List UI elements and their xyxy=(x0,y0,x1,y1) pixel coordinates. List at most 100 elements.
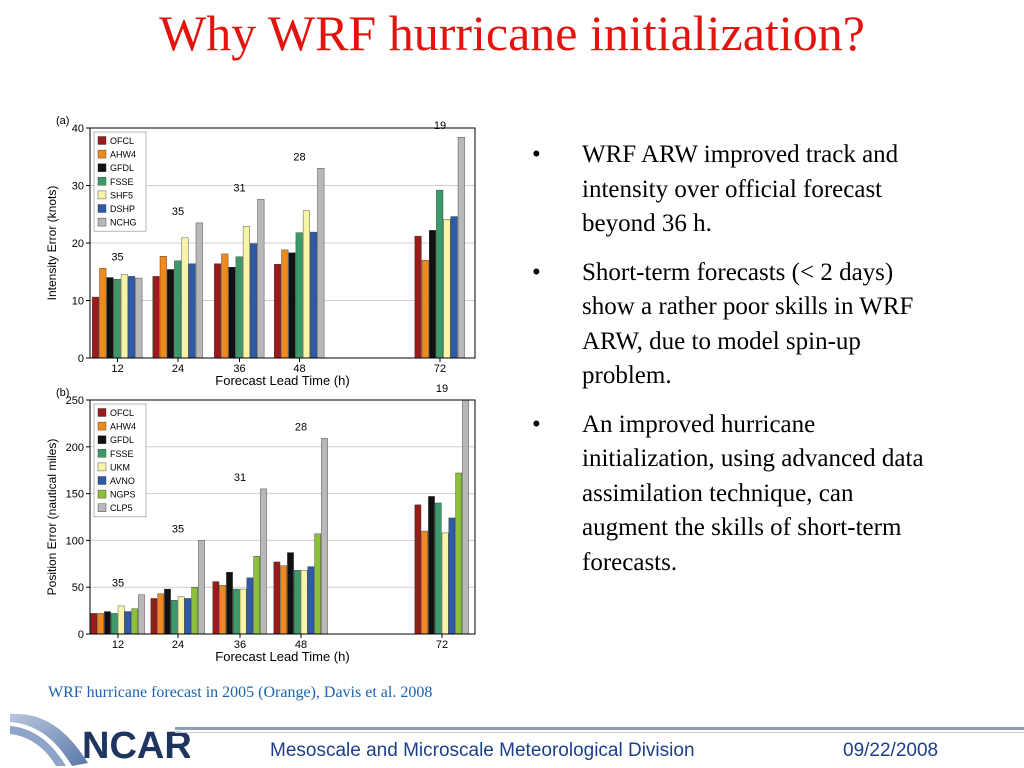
y-tick-label: 250 xyxy=(66,395,84,407)
bar xyxy=(257,199,265,359)
bullet-list: • WRF ARW improved track and intensity ov… xyxy=(532,138,932,594)
slide-date: 09/22/2008 xyxy=(843,740,939,761)
bar xyxy=(150,598,158,635)
legend-swatch xyxy=(97,489,107,499)
logo-swoosh xyxy=(10,713,88,766)
legend-swatch xyxy=(97,177,107,186)
plot-frame xyxy=(89,399,476,635)
x-tick-label: 24 xyxy=(172,363,184,375)
bar xyxy=(99,268,107,359)
bar xyxy=(120,274,128,359)
sample-count-label: 19 xyxy=(436,383,448,395)
bar xyxy=(448,517,456,635)
bar xyxy=(191,586,199,635)
sample-count-label: 35 xyxy=(172,206,184,218)
legend-entry: CLP5 xyxy=(110,503,133,513)
bar xyxy=(177,596,185,635)
bar xyxy=(166,269,174,359)
bar xyxy=(221,253,229,359)
legend-entry: AHW4 xyxy=(110,422,136,432)
bar xyxy=(321,438,328,635)
bar xyxy=(273,561,281,635)
bar xyxy=(235,256,243,359)
y-tick-label: 10 xyxy=(72,296,84,308)
position-error-chart: 0 50 100 150 200 250 12 35 24 35 36 31 48 28 72 19 (b) Fo… xyxy=(45,383,476,664)
legend-entry: NCHG xyxy=(110,218,137,228)
legend-entry: FSSE xyxy=(110,449,134,459)
bar xyxy=(219,585,227,635)
bar xyxy=(239,588,247,635)
bar xyxy=(164,588,171,635)
y-tick-label: 50 xyxy=(72,582,84,594)
bar xyxy=(181,237,189,359)
bar xyxy=(250,243,258,359)
x-tick-label: 12 xyxy=(112,639,124,651)
y-tick-label: 150 xyxy=(66,489,84,501)
bar xyxy=(300,570,308,635)
y-tick-label: 40 xyxy=(72,123,84,135)
bar xyxy=(117,605,125,635)
legend-swatch xyxy=(97,435,107,444)
bar xyxy=(450,216,458,359)
sample-count-label: 35 xyxy=(111,251,123,263)
bar xyxy=(436,189,444,359)
sample-count-label: 35 xyxy=(172,523,184,535)
legend-swatch xyxy=(97,449,107,458)
bullet-item: • Short-term forecasts (< 2 days) show a … xyxy=(532,256,932,394)
y-axis-label: Intensity Error (knots) xyxy=(45,186,59,301)
bar xyxy=(274,264,282,359)
division-name: Mesoscale and Microscale Meteorological … xyxy=(270,740,695,761)
bar xyxy=(135,277,143,359)
legend-entry: AVNO xyxy=(110,476,135,486)
bar xyxy=(457,137,465,359)
bullet-marker: • xyxy=(532,258,541,286)
bar xyxy=(441,532,449,635)
bar xyxy=(228,266,236,359)
bar xyxy=(124,611,132,635)
bar xyxy=(188,263,196,359)
legend-swatch xyxy=(97,204,107,213)
bar xyxy=(131,608,138,635)
bar xyxy=(414,504,422,635)
footer-divider xyxy=(175,727,1024,730)
bullet-text: WRF ARW improved track and intensity ove… xyxy=(582,141,899,237)
x-axis-label: Forecast Lead Time (h) xyxy=(215,649,349,664)
bullet-text: An improved hurricane initialization, us… xyxy=(582,410,924,576)
bar xyxy=(198,540,205,635)
legend-swatch xyxy=(97,503,107,512)
legend-entry: UKM xyxy=(110,462,130,472)
ncar-logo: NCAR xyxy=(10,713,190,767)
bar xyxy=(232,588,240,635)
y-tick-label: 200 xyxy=(66,442,84,454)
x-tick-label: 36 xyxy=(234,639,246,651)
bar xyxy=(152,276,160,359)
y-axis-label: Position Error (nautical miles) xyxy=(45,439,59,596)
legend-entry: AHW4 xyxy=(110,150,136,160)
bar xyxy=(128,276,136,359)
bar xyxy=(104,611,111,635)
bar xyxy=(287,552,294,635)
x-tick-label: 12 xyxy=(111,363,123,375)
legend-swatch xyxy=(97,163,107,172)
bar xyxy=(138,594,145,635)
bar xyxy=(90,613,98,635)
bar xyxy=(295,232,303,359)
legend-entry: SHF5 xyxy=(110,190,133,200)
bar xyxy=(310,231,318,359)
bar xyxy=(106,277,114,359)
bar xyxy=(421,530,429,635)
bar xyxy=(242,226,250,359)
bar xyxy=(212,581,220,635)
bar xyxy=(226,572,233,635)
bar xyxy=(429,230,437,359)
legend-entry: DSHP xyxy=(110,204,135,214)
sample-count-label: 31 xyxy=(233,182,245,194)
sample-count-label: 35 xyxy=(112,578,124,590)
bar xyxy=(159,256,167,359)
y-tick-label: 0 xyxy=(78,629,84,641)
bullet-text: Short-term forecasts (< 2 days) show a r… xyxy=(582,258,914,390)
legend-swatch xyxy=(97,136,107,145)
bar xyxy=(302,210,310,359)
bar xyxy=(260,488,267,635)
bar xyxy=(113,279,121,359)
